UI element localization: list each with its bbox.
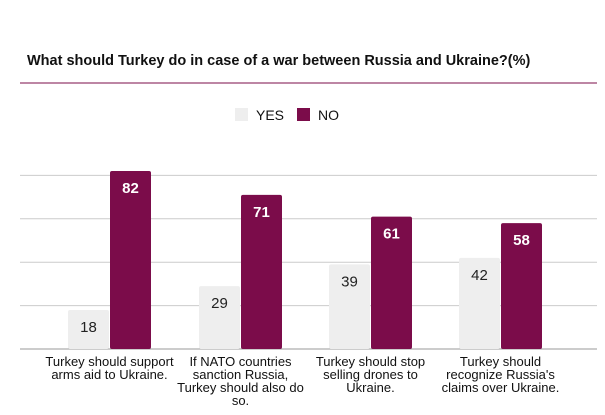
category-label-2: If NATO countries sanction Russia, Turkey … [177,354,304,408]
bar-no-2 [241,194,282,349]
value-label-no-2: 71 [253,204,270,221]
value-label-no-1: 82 [122,180,139,197]
value-label-no-4: 58 [513,232,530,249]
category-label-4: Turkey should recognize Russia's claims ov… [442,354,560,395]
value-label-yes-1: 18 [80,319,97,336]
legend-label-no: NO [318,107,339,123]
category-labels: Turkey should support arms aid to Ukraine… [45,354,559,408]
value-label-yes-2: 29 [211,295,228,312]
value-labels: 18 82 29 71 39 61 42 58 [80,180,530,336]
chart-title: What should Turkey do in case of a war b… [27,53,530,69]
bar-no-3 [371,216,412,349]
value-label-yes-4: 42 [471,267,488,284]
category-label-1: Turkey should support arms aid to Ukraine… [45,354,174,382]
bar-yes-4 [459,257,500,349]
value-label-yes-3: 39 [341,273,358,290]
legend-swatch-no [297,108,310,121]
bar-yes-2 [199,286,240,349]
legend-label-yes: YES [256,107,284,123]
bars [68,171,542,349]
legend: YES NO [235,107,339,123]
bar-no-1 [110,171,151,349]
value-label-no-3: 61 [383,226,400,243]
category-label-3: Turkey should stop selling drones to Ukrai… [316,354,425,395]
legend-swatch-yes [235,108,248,121]
bar-yes-3 [329,264,370,349]
bar-no-4 [501,223,542,349]
bar-yes-1 [68,309,109,349]
